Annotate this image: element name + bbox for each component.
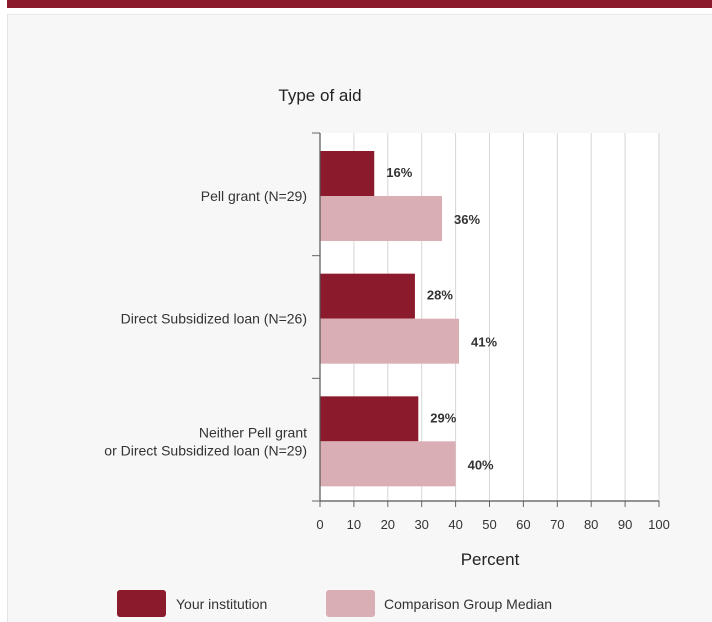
bar-comparison-median bbox=[320, 441, 456, 487]
x-tick-label: 20 bbox=[381, 517, 395, 532]
bar-comparison-median bbox=[320, 318, 459, 364]
bar-value-label: 41% bbox=[471, 335, 497, 350]
x-tick-label: 80 bbox=[584, 517, 598, 532]
x-tick-label: 10 bbox=[347, 517, 361, 532]
chart-title: Type of aid bbox=[278, 86, 361, 105]
category-label: Pell grant (N=29) bbox=[201, 188, 307, 204]
legend-swatch-your-institution bbox=[117, 590, 166, 617]
bar-comparison-median bbox=[320, 196, 443, 241]
bar-value-label: 40% bbox=[468, 457, 494, 472]
x-axis-title: Percent bbox=[461, 550, 520, 569]
bar-value-label: 28% bbox=[427, 288, 453, 303]
x-tick-label: 70 bbox=[550, 517, 564, 532]
x-tick-label: 30 bbox=[414, 517, 428, 532]
category-label: Direct Subsidized loan (N=26) bbox=[121, 311, 307, 327]
legend-swatch-comparison-median bbox=[326, 590, 375, 617]
bar-your-institution bbox=[320, 273, 415, 319]
legend-label: Comparison Group Median bbox=[384, 596, 552, 612]
x-tick-label: 50 bbox=[482, 517, 496, 532]
x-tick-label: 60 bbox=[516, 517, 530, 532]
bar-your-institution bbox=[320, 396, 419, 442]
bar-your-institution bbox=[320, 151, 375, 196]
bar-value-label: 29% bbox=[430, 410, 456, 425]
legend-label: Your institution bbox=[176, 596, 267, 612]
x-tick-label: 90 bbox=[618, 517, 632, 532]
x-tick-label: 40 bbox=[448, 517, 462, 532]
bar-value-label: 16% bbox=[386, 165, 412, 180]
x-tick-label: 0 bbox=[316, 517, 323, 532]
top-accent-bar bbox=[7, 0, 712, 8]
bar-value-label: 36% bbox=[454, 212, 480, 227]
category-label: Neither Pell grant or Direct Subsidized l… bbox=[104, 424, 307, 458]
x-tick-label: 100 bbox=[648, 517, 670, 532]
